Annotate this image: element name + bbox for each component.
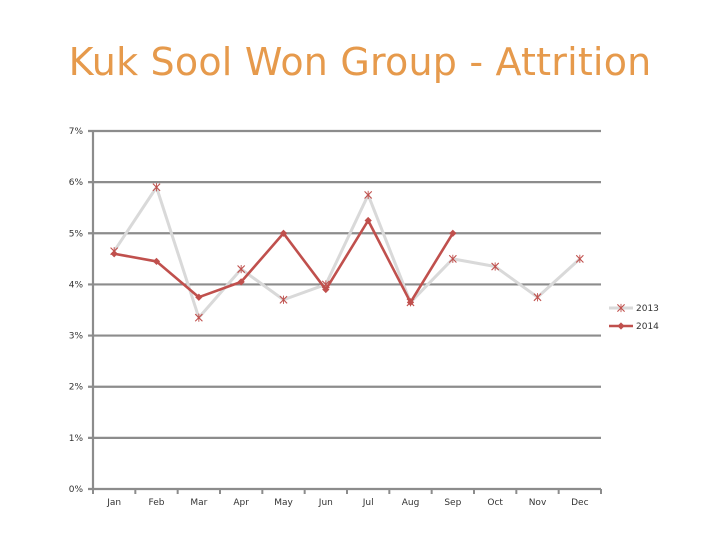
data-point	[152, 183, 161, 192]
series-line	[112, 185, 581, 320]
y-axis: 0% 1% 2% 3% 4% 5% 6% 7%	[69, 127, 95, 495]
series-2013	[110, 183, 584, 322]
data-point	[322, 285, 330, 294]
y-tick-label: 4%	[69, 280, 84, 290]
x-tick-label: Feb	[149, 498, 165, 508]
data-point	[449, 229, 457, 237]
x-tick-label: Jan	[106, 498, 121, 508]
legend-marker	[617, 322, 625, 330]
gridlines	[88, 129, 601, 491]
legend-entry: 2014	[609, 322, 659, 332]
x-tick-label: Sep	[444, 498, 461, 508]
data-point	[364, 216, 372, 225]
chart-title: Kuk Sool Won Group - Attrition	[68, 40, 652, 84]
x-tick-label: Apr	[233, 498, 249, 508]
x-tick-label: Aug	[402, 498, 420, 508]
series-2014	[110, 216, 457, 306]
x-tick-label: Dec	[571, 498, 588, 508]
data-point	[406, 298, 415, 306]
data-point	[491, 262, 500, 271]
data-point	[448, 254, 457, 263]
data-point	[364, 190, 373, 200]
x-tick-label: Jun	[318, 498, 333, 508]
x-tick-label: Oct	[487, 498, 503, 508]
data-point	[279, 295, 288, 304]
data-point	[279, 229, 288, 237]
y-tick-label: 1%	[69, 434, 84, 444]
y-tick-label: 7%	[69, 127, 84, 137]
data-point	[194, 313, 203, 322]
legend-entry: 2013	[609, 303, 659, 314]
y-tick-label: 2%	[69, 383, 84, 393]
data-point	[237, 264, 246, 274]
y-tick-label: 3%	[69, 332, 84, 342]
x-tick-label: Nov	[529, 498, 547, 508]
legend: 2013 2014	[609, 303, 659, 332]
legend-label: 2013	[636, 304, 659, 314]
data-point	[152, 257, 161, 266]
data-point	[533, 293, 542, 302]
legend-marker	[617, 303, 625, 313]
y-tick-label: 0%	[69, 485, 84, 495]
y-tick-label: 6%	[69, 178, 84, 188]
data-point	[110, 250, 118, 258]
x-axis: Jan Feb Mar Apr May Jun Jul Aug Sep Oct Nov Dec	[92, 489, 602, 508]
x-tick-label: Jul	[362, 498, 374, 508]
x-tick-label: Mar	[190, 498, 207, 508]
legend-label: 2014	[636, 322, 659, 332]
x-tick-label: May	[274, 498, 293, 508]
data-point	[195, 293, 203, 301]
series-group	[110, 183, 584, 322]
y-tick-label: 5%	[69, 229, 84, 239]
data-point	[237, 278, 245, 286]
data-point	[575, 254, 584, 263]
